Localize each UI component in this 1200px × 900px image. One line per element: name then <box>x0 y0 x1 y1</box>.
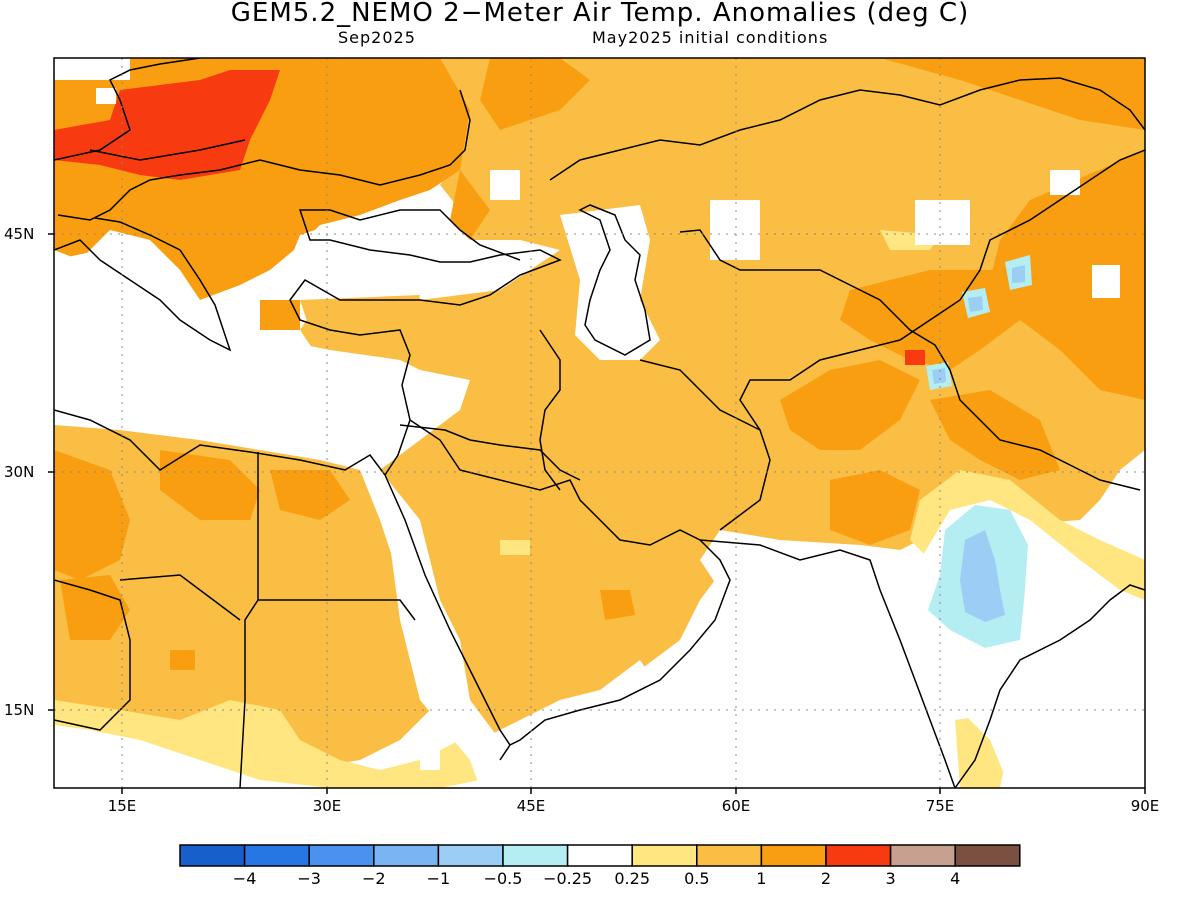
cool-anomaly-region <box>926 255 1032 648</box>
coastlines-and-borders <box>54 58 1145 788</box>
lon-label-60e: 60E <box>721 797 751 815</box>
colorbar-label: 3 <box>885 869 896 888</box>
colorbar-swatch <box>308 844 375 867</box>
lon-label-90e: 90E <box>1130 797 1160 815</box>
colorbar-swatch <box>825 844 892 867</box>
colorbar-label: −1 <box>426 869 451 888</box>
colorbar-swatch <box>696 844 763 867</box>
initial-conditions-label: May2025 initial conditions <box>592 28 829 47</box>
lat-label-15n: 15N <box>4 701 35 719</box>
lat-label-45n: 45N <box>4 225 35 243</box>
colorbar-swatch <box>502 844 569 867</box>
lat-label-30n: 30N <box>4 463 35 481</box>
lon-label-45e: 45E <box>516 797 546 815</box>
colorbar-label: 2 <box>820 869 832 888</box>
colorbar-swatch <box>631 844 698 867</box>
colorbar-swatch <box>243 844 310 867</box>
map-title: GEM5.2_NEMO 2−Meter Air Temp. Anomalies … <box>230 0 970 28</box>
colorbar-swatch <box>373 844 440 867</box>
colorbar-label: 1 <box>756 869 767 888</box>
colorbar-label: 0.25 <box>614 869 650 888</box>
axis-ticks <box>48 233 1146 794</box>
colorbar-label: −4 <box>232 869 257 888</box>
colorbar-label: 4 <box>950 869 961 888</box>
anomaly-2-to-3-region <box>54 70 925 365</box>
graticule <box>54 58 1145 788</box>
colorbar-label: −3 <box>297 869 321 888</box>
colorbar-label: −2 <box>362 869 386 888</box>
map-frame <box>53 57 1146 789</box>
lon-label-15e: 15E <box>107 797 137 815</box>
colorbar-swatch <box>179 844 246 867</box>
colorbar-swatch <box>760 844 827 867</box>
colorbar-label: −0.5 <box>483 869 523 888</box>
colorbar-swatch <box>437 844 504 867</box>
colorbar-swatch <box>954 844 1021 867</box>
lon-label-75e: 75E <box>925 797 955 815</box>
valid-month-label: Sep2025 <box>338 28 416 47</box>
colorbar-swatch <box>889 844 956 867</box>
anomaly-fields <box>54 58 1145 788</box>
colorbar-label: 0.5 <box>684 869 710 888</box>
colorbar <box>179 844 1021 867</box>
colorbar-label: −0.25 <box>543 869 593 888</box>
lon-label-30e: 30E <box>312 797 342 815</box>
colorbar-swatch <box>566 844 633 867</box>
